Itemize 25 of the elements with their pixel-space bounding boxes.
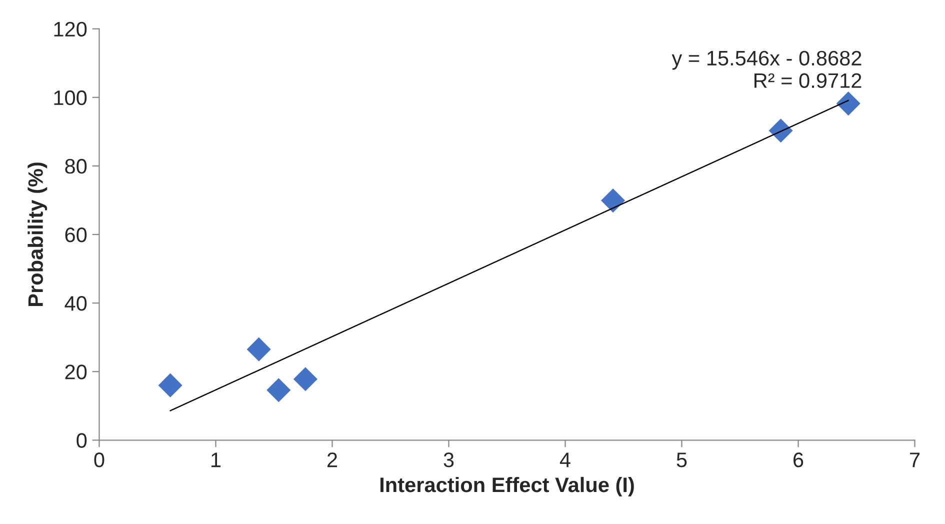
annotation: y = 15.546x - 0.8682 R² = 0.9712 — [672, 50, 862, 88]
y-tick-label: 0 — [76, 433, 87, 448]
y-tick-label: 100 — [54, 90, 87, 106]
y-axis-title: Probability (%) — [28, 162, 48, 306]
x-tick-label: 7 — [910, 452, 920, 468]
point — [158, 373, 182, 398]
point — [600, 188, 626, 213]
x-tick-label: 1 — [212, 452, 221, 468]
point — [246, 337, 271, 362]
y-tick-label: 60 — [65, 227, 87, 242]
x-axis-title: Interaction Effect Value (I) — [380, 476, 634, 496]
x-tick-label: 6 — [794, 452, 804, 468]
y-tick-label: 20 — [65, 364, 87, 380]
y-tick-label: 80 — [65, 158, 87, 174]
y-tick-label: 120 — [54, 22, 87, 37]
x-tick-label: 3 — [444, 452, 454, 468]
y-tick-label: 40 — [64, 296, 87, 311]
x-tick-label: 5 — [676, 452, 687, 468]
point — [836, 92, 860, 116]
x-tick-label: 0 — [94, 452, 104, 468]
point — [266, 378, 291, 402]
point — [293, 367, 318, 392]
x-tick-label: 2 — [327, 452, 337, 468]
point — [768, 118, 793, 143]
x-tick-label: 4 — [560, 452, 570, 468]
